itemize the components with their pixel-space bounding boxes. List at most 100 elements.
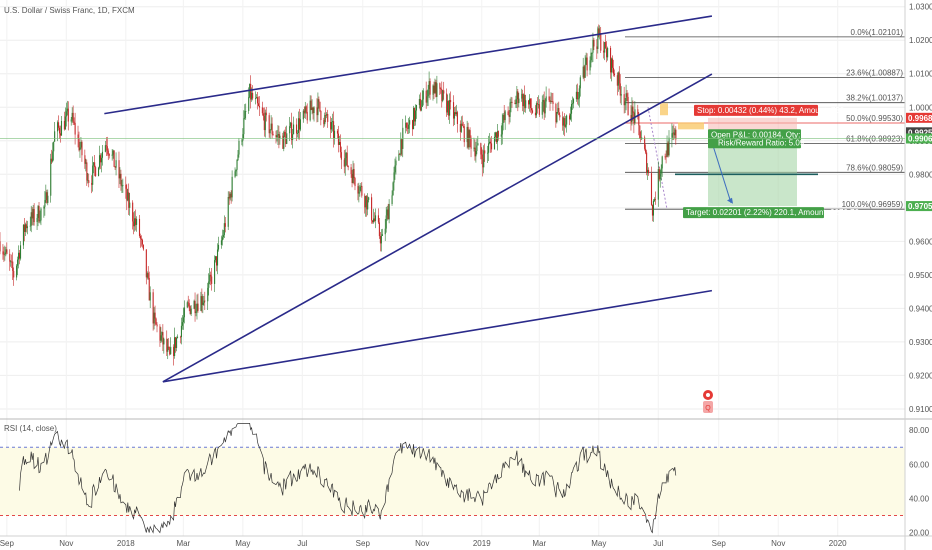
- candle-body: [93, 162, 95, 166]
- candle-body: [419, 98, 421, 111]
- candle-body: [133, 221, 135, 227]
- trendlines[interactable]: [104, 15, 713, 383]
- candle-body: [297, 118, 300, 133]
- candle-body: [575, 91, 577, 100]
- candle-body: [528, 100, 530, 105]
- fib-level-label: 78.6%(0.98059): [846, 163, 903, 172]
- candle-body: [443, 90, 445, 94]
- logo-watermark: Q: [703, 390, 713, 413]
- candle-body: [289, 126, 291, 134]
- rsi-band-zone: [0, 447, 905, 516]
- candle-body: [400, 139, 402, 155]
- candle-body: [262, 113, 264, 117]
- candle-body: [52, 151, 54, 162]
- candle-body: [88, 180, 90, 183]
- candle-body: [373, 218, 376, 221]
- candle-body: [12, 261, 14, 271]
- candle-body: [154, 312, 156, 319]
- candle-body: [604, 42, 606, 53]
- candle-body: [325, 115, 327, 116]
- candle-body: [99, 155, 102, 163]
- time-axis[interactable]: Sep Nov 2018 Mar May Jul Sep Nov 2019 Mar May Jul Se…: [0, 539, 847, 548]
- candle-body: [215, 256, 217, 261]
- candle-body: [428, 81, 430, 90]
- candle-body: [524, 94, 526, 109]
- rsi-series: [19, 423, 677, 534]
- candle-body: [395, 160, 397, 166]
- candle-body: [377, 215, 379, 223]
- candle-body: [202, 302, 204, 305]
- candle-body: [406, 122, 408, 128]
- candle-body: [236, 160, 238, 170]
- candle-body: [439, 83, 441, 89]
- candle-body: [394, 165, 396, 173]
- candle-body: [255, 97, 258, 99]
- candle-body: [440, 88, 442, 90]
- candle-body: [251, 92, 253, 100]
- candle-body: [197, 303, 199, 311]
- candle-body: [214, 260, 216, 284]
- price-tick-label: 1.03000: [909, 3, 932, 12]
- candle-body: [32, 209, 34, 219]
- candle-body: [625, 93, 627, 102]
- candle-body: [343, 159, 345, 167]
- candle-body: [252, 92, 254, 99]
- trendline-2: [162, 289, 713, 383]
- candle-body: [170, 346, 172, 355]
- candle-body: [100, 157, 103, 163]
- candle-body: [333, 121, 335, 139]
- candle-body: [640, 138, 642, 140]
- candle-body: [78, 138, 80, 151]
- candle-body: [354, 178, 356, 187]
- rsi-axis[interactable]: 80.00 60.00 40.00 20.00: [909, 426, 930, 537]
- candle-body: [53, 141, 55, 152]
- risk-reward-text: Risk/Reward Ratio: 5.09: [718, 138, 805, 147]
- time-tick-label: 2019: [473, 539, 491, 548]
- candle-body: [122, 184, 124, 186]
- candle-body: [217, 244, 220, 250]
- candle-body: [256, 97, 259, 104]
- candle-body: [135, 218, 137, 225]
- candle-body: [456, 112, 458, 125]
- candle-body: [293, 124, 295, 135]
- candle-body: [434, 82, 436, 93]
- candle-body: [632, 106, 634, 113]
- candle-body: [611, 58, 614, 68]
- candle-body: [433, 85, 435, 93]
- candle-body: [16, 265, 18, 278]
- candle-body: [105, 145, 107, 147]
- candle-body: [657, 169, 659, 200]
- candle-body: [449, 100, 451, 116]
- candle-body: [650, 173, 653, 205]
- candle-body: [275, 135, 277, 138]
- candle-body: [142, 244, 144, 250]
- long-position-tool[interactable]: Stop: 0.00432 (0.44%) 43.2, Amount: 750 O…: [647, 103, 860, 219]
- candle-body: [525, 100, 527, 109]
- candle-body: [413, 107, 416, 122]
- candle-body: [475, 150, 477, 157]
- candle-body: [674, 129, 676, 136]
- candle-body: [118, 160, 120, 179]
- candle-body: [647, 169, 649, 173]
- candle-body: [196, 303, 198, 312]
- candle-body: [654, 199, 656, 201]
- price-grid: [0, 0, 905, 536]
- candle-body: [515, 99, 517, 104]
- candle-body: [304, 106, 306, 114]
- candle-body: [552, 101, 554, 105]
- candle-body: [211, 276, 213, 284]
- candle-body: [502, 114, 504, 123]
- candle-body: [312, 107, 314, 114]
- candle-body: [324, 115, 326, 125]
- candle-body: [459, 124, 461, 132]
- candle-body: [54, 131, 56, 142]
- candle-body: [541, 101, 543, 115]
- fib-level-label: 23.6%(1.00887): [846, 69, 903, 78]
- candle-body: [484, 150, 486, 154]
- candle-body: [23, 224, 25, 232]
